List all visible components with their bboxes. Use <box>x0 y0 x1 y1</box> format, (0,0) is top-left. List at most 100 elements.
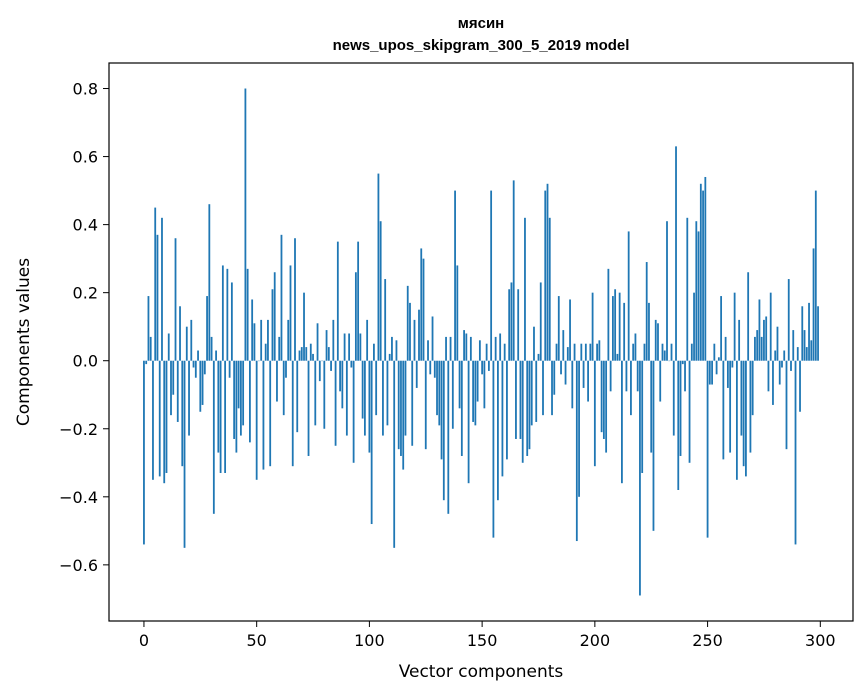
bar <box>404 360 407 436</box>
bar <box>814 190 817 361</box>
bar <box>210 336 213 361</box>
bar <box>152 360 154 480</box>
y-tick-label: 0.6 <box>73 148 98 167</box>
bar <box>237 360 240 409</box>
bar <box>440 360 443 460</box>
bar <box>352 360 355 463</box>
bar <box>553 360 556 395</box>
bar <box>695 221 698 361</box>
bar <box>469 336 472 361</box>
bar <box>483 360 486 409</box>
bar <box>386 360 389 426</box>
bar <box>366 319 369 361</box>
bar <box>422 258 425 361</box>
bar <box>508 289 511 361</box>
bar <box>244 88 247 361</box>
chart-title: мясин <box>458 15 504 32</box>
bar <box>287 319 290 361</box>
bar <box>812 248 815 361</box>
bar <box>720 296 723 361</box>
bar <box>325 330 328 361</box>
bar <box>632 343 635 361</box>
bar <box>569 299 571 361</box>
bar <box>454 190 456 361</box>
bar <box>763 319 765 361</box>
bar <box>584 343 587 361</box>
bar <box>451 360 454 429</box>
bar <box>611 296 614 361</box>
bar <box>810 340 813 361</box>
y-tick-label: −0.2 <box>59 420 98 439</box>
bar <box>334 360 337 446</box>
x-axis-ticks: 0 50 100 150 200 250 300 <box>139 621 836 650</box>
bar <box>582 360 585 388</box>
bar <box>458 360 461 409</box>
bar <box>197 350 199 361</box>
bar <box>339 360 341 392</box>
bar <box>307 360 310 456</box>
bar <box>778 360 781 385</box>
bar <box>267 319 269 361</box>
bar <box>596 343 599 361</box>
bar <box>772 360 774 405</box>
bar <box>185 326 188 361</box>
bar <box>677 360 680 490</box>
bar <box>431 316 434 361</box>
bar <box>330 360 332 371</box>
bar <box>792 330 795 361</box>
bar <box>413 319 416 361</box>
bar <box>167 333 170 361</box>
bar <box>704 176 707 361</box>
bar <box>726 360 729 388</box>
bar <box>418 309 420 361</box>
bar <box>172 360 175 395</box>
bar <box>501 360 504 477</box>
bar <box>436 360 438 416</box>
bar <box>542 360 544 416</box>
bar <box>282 360 285 416</box>
bar <box>409 302 411 361</box>
bar <box>751 360 754 416</box>
bar <box>524 217 526 361</box>
bar <box>235 360 238 453</box>
bar <box>271 289 274 361</box>
bar <box>285 360 287 378</box>
x-tick-label: 0 <box>139 631 149 650</box>
bar <box>179 306 181 361</box>
bar <box>805 347 808 361</box>
bar <box>393 360 396 548</box>
bar <box>305 347 308 361</box>
bar <box>521 360 524 463</box>
bar <box>251 299 254 361</box>
bar <box>499 333 502 361</box>
bar <box>442 360 445 501</box>
bar <box>747 272 750 361</box>
bar <box>722 360 725 460</box>
bar <box>794 360 797 545</box>
bar <box>415 360 418 388</box>
bar <box>467 360 470 484</box>
bar <box>760 336 763 361</box>
bar <box>289 265 292 361</box>
bar <box>796 347 799 361</box>
bar <box>593 360 596 467</box>
bar <box>208 204 211 361</box>
bar <box>145 360 148 365</box>
y-tick-label: 0.8 <box>73 80 98 99</box>
bar <box>260 319 263 361</box>
bar <box>609 360 612 392</box>
bar <box>382 360 384 436</box>
bar <box>163 360 166 484</box>
bar <box>731 360 734 368</box>
bar <box>740 360 743 436</box>
y-tick-label: 0.2 <box>73 284 98 303</box>
bar <box>801 306 804 361</box>
bar <box>388 353 391 361</box>
bar <box>738 319 741 361</box>
bar <box>487 360 490 371</box>
bar <box>591 292 594 361</box>
y-tick-label: −0.4 <box>59 488 98 507</box>
bar <box>273 272 276 361</box>
bar <box>429 360 432 375</box>
bar <box>733 292 736 361</box>
